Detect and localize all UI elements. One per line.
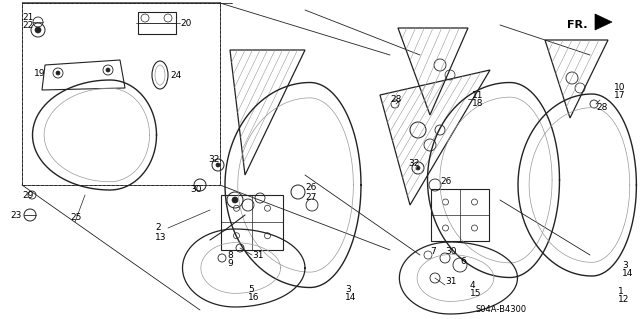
Bar — [221, 195, 283, 249]
Text: FR.: FR. — [567, 20, 588, 30]
Text: 26: 26 — [440, 176, 451, 186]
Circle shape — [416, 166, 420, 170]
Text: 23: 23 — [10, 211, 21, 219]
Text: 15: 15 — [470, 288, 481, 298]
Circle shape — [35, 27, 41, 33]
Text: 32: 32 — [408, 159, 419, 167]
Text: 6: 6 — [460, 257, 466, 266]
Text: 14: 14 — [345, 293, 356, 302]
Text: 16: 16 — [248, 293, 259, 302]
Text: 18: 18 — [472, 99, 483, 108]
Text: 11: 11 — [472, 91, 483, 100]
Text: 26: 26 — [305, 183, 316, 192]
Text: 13: 13 — [155, 233, 166, 241]
Polygon shape — [595, 14, 612, 30]
Bar — [431, 189, 489, 241]
Circle shape — [56, 71, 60, 75]
Text: 29: 29 — [22, 190, 33, 199]
Circle shape — [106, 68, 110, 72]
Text: 31: 31 — [445, 278, 456, 286]
Text: 22: 22 — [22, 21, 33, 31]
Bar — [138, 12, 176, 34]
Text: S04A-B4300: S04A-B4300 — [475, 306, 526, 315]
Text: 14: 14 — [622, 269, 634, 278]
Text: 30: 30 — [445, 248, 456, 256]
Text: 8: 8 — [227, 250, 233, 259]
Text: 3: 3 — [345, 286, 351, 294]
Text: 4: 4 — [470, 280, 476, 290]
Circle shape — [216, 163, 220, 167]
Text: 12: 12 — [618, 295, 629, 305]
Text: 24: 24 — [170, 70, 181, 79]
Text: 20: 20 — [180, 19, 191, 27]
Text: 27: 27 — [305, 194, 316, 203]
Text: 3: 3 — [622, 261, 628, 270]
Text: 28: 28 — [390, 94, 401, 103]
Text: 1: 1 — [618, 287, 624, 296]
Circle shape — [232, 197, 238, 203]
Text: 19: 19 — [34, 69, 45, 78]
Text: 31: 31 — [252, 250, 264, 259]
Text: 30: 30 — [190, 186, 202, 195]
Text: 7: 7 — [430, 248, 436, 256]
Text: 2: 2 — [155, 224, 161, 233]
Text: 5: 5 — [248, 286, 253, 294]
Text: 25: 25 — [70, 213, 81, 222]
Text: 32: 32 — [208, 155, 220, 165]
Text: 10: 10 — [614, 84, 625, 93]
Text: 9: 9 — [227, 258, 233, 268]
Text: 28: 28 — [596, 103, 607, 113]
Text: 17: 17 — [614, 92, 625, 100]
Text: 21: 21 — [22, 13, 33, 23]
Bar — [22, 3, 220, 185]
